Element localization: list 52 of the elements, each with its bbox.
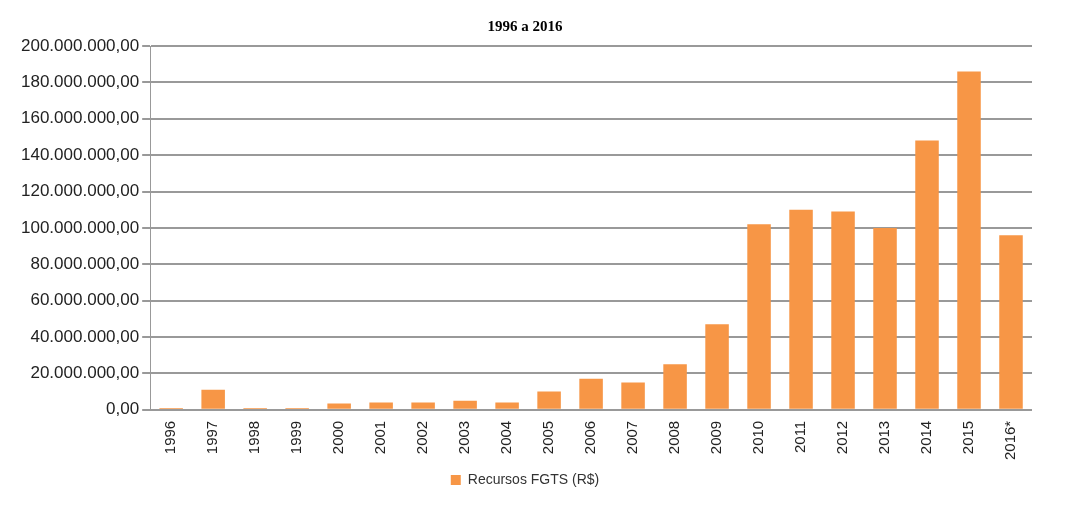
y-tick-label: 180.000.000,00 xyxy=(21,72,140,92)
y-tick-label: 80.000.000,00 xyxy=(30,253,140,273)
x-tick-label: 2000 xyxy=(329,420,347,455)
x-tick-label: 2001 xyxy=(371,420,389,455)
x-tick-label: 2007 xyxy=(623,420,641,455)
x-tick-label: 1997 xyxy=(203,420,221,455)
y-tick-label: 200.000.000,00 xyxy=(21,35,140,55)
chart-title: 1996 a 2016 xyxy=(487,17,563,34)
x-tick-label: 2008 xyxy=(665,420,683,455)
x-tick-label: 2012 xyxy=(833,420,851,455)
legend-label: Recursos FGTS (R$) xyxy=(467,470,600,487)
y-tick-label: 100.000.000,00 xyxy=(21,217,140,237)
bar xyxy=(201,389,225,409)
x-tick-label: 1996 xyxy=(161,420,179,455)
x-tick-label: 2011 xyxy=(791,420,809,454)
y-tick-label: 140.000.000,00 xyxy=(21,144,140,164)
bar xyxy=(789,209,813,409)
bar xyxy=(705,324,729,409)
x-tick-label: 2003 xyxy=(455,420,473,455)
x-tick-label: 2009 xyxy=(707,420,725,455)
bar xyxy=(957,71,981,409)
bar xyxy=(369,402,393,409)
x-tick-label: 1999 xyxy=(287,420,305,455)
bar xyxy=(873,227,897,409)
bar xyxy=(495,402,519,409)
x-tick-label: 2002 xyxy=(413,420,431,455)
x-tick-label: 2004 xyxy=(497,420,515,455)
y-tick-label: 60.000.000,00 xyxy=(30,290,140,310)
x-tick-label: 1998 xyxy=(245,420,263,455)
x-tick-label: 2015 xyxy=(959,420,977,455)
x-tick-label: 2005 xyxy=(539,420,557,455)
bar xyxy=(327,403,351,409)
bar xyxy=(999,235,1023,409)
bar xyxy=(831,211,855,409)
bar xyxy=(453,400,477,409)
y-tick-label: 160.000.000,00 xyxy=(21,108,140,128)
x-tick-label: 2010 xyxy=(749,420,767,455)
bar xyxy=(411,402,435,409)
bar xyxy=(537,391,561,409)
bar xyxy=(747,224,771,409)
x-tick-label: 2014 xyxy=(917,420,935,455)
y-tick-label: 40.000.000,00 xyxy=(30,326,140,346)
y-tick-label: 120.000.000,00 xyxy=(21,181,140,201)
bar xyxy=(579,378,603,409)
y-tick-label: 0,00 xyxy=(106,399,140,419)
bar xyxy=(915,140,939,409)
x-tick-label: 2016* xyxy=(1001,420,1019,461)
y-tick-label: 20.000.000,00 xyxy=(30,363,140,383)
bar xyxy=(663,364,687,409)
x-tick-label: 2013 xyxy=(875,420,893,455)
x-tick-label: 2006 xyxy=(581,420,599,455)
bar xyxy=(621,382,645,409)
